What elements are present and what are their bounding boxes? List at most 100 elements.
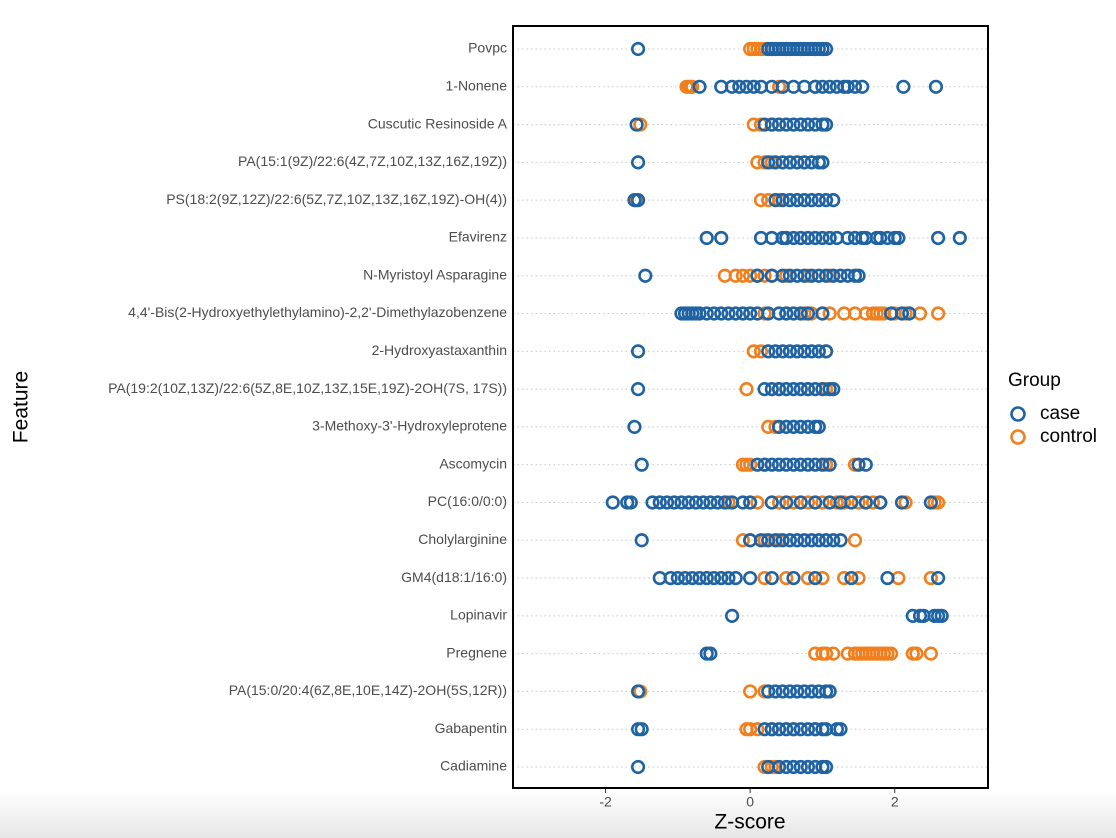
point xyxy=(826,646,841,661)
point xyxy=(771,759,787,775)
point xyxy=(782,684,798,699)
point xyxy=(818,759,834,775)
point xyxy=(634,722,649,737)
point xyxy=(706,570,722,586)
point xyxy=(779,457,794,472)
legend-label: case xyxy=(1040,403,1080,424)
point xyxy=(764,117,779,132)
point xyxy=(630,41,646,57)
point xyxy=(858,495,873,510)
point xyxy=(630,193,646,208)
x-tick-label: 2 xyxy=(891,794,899,810)
point xyxy=(663,570,678,586)
point xyxy=(855,79,870,94)
point xyxy=(681,495,696,510)
point xyxy=(623,495,638,510)
point xyxy=(743,722,758,737)
point xyxy=(822,79,837,94)
point xyxy=(670,570,685,586)
point xyxy=(790,344,805,359)
point xyxy=(815,495,830,510)
point xyxy=(808,570,823,586)
point xyxy=(714,306,729,321)
point xyxy=(891,230,906,246)
point xyxy=(826,533,841,548)
point xyxy=(818,646,834,661)
point xyxy=(800,457,816,472)
y-tick-label: 2-Hydroxyastaxanthin xyxy=(372,342,507,358)
point xyxy=(757,570,772,586)
point xyxy=(692,79,707,94)
point xyxy=(793,382,808,397)
point xyxy=(761,684,776,699)
point xyxy=(800,117,816,132)
point xyxy=(797,684,812,699)
point xyxy=(804,344,819,359)
point xyxy=(779,570,794,586)
x-tick-label: 0 xyxy=(746,794,754,810)
point xyxy=(739,79,754,94)
point xyxy=(808,457,823,472)
point xyxy=(800,722,816,737)
x-axis-title: Z-score xyxy=(714,811,785,834)
point xyxy=(757,117,772,132)
point xyxy=(833,533,848,548)
point xyxy=(793,457,808,472)
point xyxy=(743,684,758,699)
y-tick-label: Efavirenz xyxy=(449,229,507,245)
point xyxy=(761,533,776,548)
y-axis-title: Feature xyxy=(10,371,33,443)
y-tick-label: PA(15:0/20:4(6Z,8E,10E,14Z)-2OH(5S,12R)) xyxy=(229,682,507,698)
point xyxy=(844,495,859,510)
point xyxy=(779,306,794,321)
point xyxy=(685,79,700,94)
point xyxy=(811,533,826,548)
point xyxy=(826,382,841,397)
point xyxy=(775,533,790,548)
point xyxy=(811,419,826,434)
point xyxy=(923,495,938,510)
point xyxy=(808,79,823,94)
y-tick-label: 1-Nonene xyxy=(446,77,508,93)
point xyxy=(724,79,740,94)
point xyxy=(811,193,826,208)
point xyxy=(931,230,946,246)
point xyxy=(750,722,765,737)
point xyxy=(743,457,758,472)
point xyxy=(685,570,700,586)
point xyxy=(645,495,660,510)
point xyxy=(782,344,798,359)
point xyxy=(771,419,787,434)
point xyxy=(757,457,772,472)
point xyxy=(786,495,801,510)
point xyxy=(786,306,801,321)
point xyxy=(826,193,841,208)
point xyxy=(768,193,783,208)
point xyxy=(873,230,888,246)
point xyxy=(786,382,801,397)
point xyxy=(786,230,801,246)
point xyxy=(800,230,816,246)
point xyxy=(815,457,830,472)
point xyxy=(793,230,808,246)
point xyxy=(629,117,644,132)
point xyxy=(746,79,761,94)
point xyxy=(782,193,798,208)
point xyxy=(815,79,830,94)
point xyxy=(696,495,711,510)
point xyxy=(764,570,779,586)
point xyxy=(634,457,649,472)
point xyxy=(743,495,758,510)
point xyxy=(818,533,834,548)
point xyxy=(804,533,819,548)
point xyxy=(735,495,751,510)
point xyxy=(779,722,794,737)
point xyxy=(630,344,646,359)
point xyxy=(757,268,772,283)
point xyxy=(822,306,837,321)
point xyxy=(753,193,769,208)
point xyxy=(775,268,790,283)
point xyxy=(902,306,917,321)
y-tick-label: Cholylarginine xyxy=(418,531,507,547)
